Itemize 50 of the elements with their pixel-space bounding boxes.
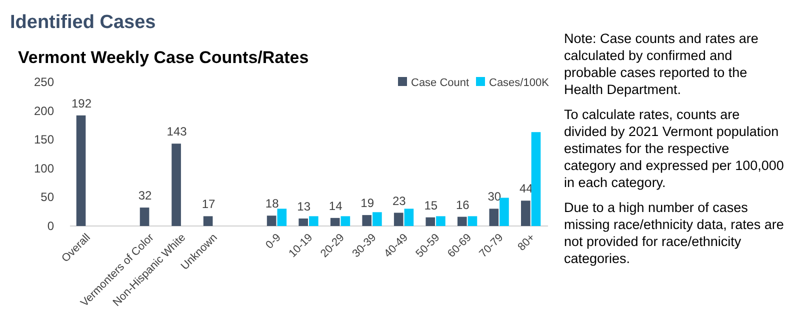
- bar: [500, 198, 509, 226]
- bar: [298, 218, 308, 226]
- text: Due to a high number of cases missing race/ethnicity data, rates are not provided for race/ethnicity categories.: [564, 199, 784, 267]
- text: To calculate rates, counts are divided by 2021 Vermont population estimates for the respective category and expressed per 100,000 in each category.: [564, 106, 784, 191]
- y-tick-label: 50: [40, 190, 54, 204]
- legend-label: Case Count: [411, 77, 470, 89]
- bar: [203, 216, 213, 226]
- bar: [457, 216, 467, 226]
- bar: [362, 215, 372, 226]
- bar: [531, 132, 541, 226]
- data-label: 19: [360, 196, 374, 210]
- data-label: 15: [424, 198, 438, 212]
- y-tick-label: 250: [34, 75, 54, 89]
- data-label: 13: [297, 200, 311, 214]
- chart-title: Identified Cases: [10, 12, 156, 33]
- bar: [266, 216, 276, 226]
- bar: [372, 212, 382, 226]
- x-tick-label: 80+: [516, 232, 538, 254]
- text: Note: Case counts and rates are calculated by confirmed and probable cases reported to the Health Department.: [564, 30, 760, 98]
- data-label: 18: [265, 196, 280, 211]
- bar: [330, 218, 340, 226]
- data-label: 30: [488, 190, 502, 204]
- data-label: 14: [328, 198, 343, 213]
- data-label: 44: [519, 182, 534, 196]
- bar: [172, 144, 181, 226]
- y-tick-label: 200: [34, 104, 54, 118]
- bar: [277, 208, 287, 226]
- data-label: 17: [202, 197, 216, 212]
- bar: [404, 208, 414, 226]
- data-label: 192: [72, 96, 92, 110]
- data-label: 143: [166, 124, 188, 139]
- y-tick-label: 0: [47, 219, 54, 233]
- y-tick-label: 150: [34, 132, 54, 147]
- chart-subtitle: Vermont Weekly Case Counts/Rates: [18, 48, 309, 67]
- data-label: 16: [456, 198, 470, 212]
- bar: [426, 217, 436, 226]
- bar: [468, 216, 478, 226]
- data-label: 32: [138, 188, 152, 203]
- bar: [489, 208, 499, 226]
- bar: [340, 216, 350, 226]
- bar: [436, 216, 446, 226]
- bar: [309, 216, 318, 226]
- legend-label: Cases/100K: [489, 77, 550, 89]
- bar: [521, 200, 530, 226]
- x-tick-label: 0-9: [264, 232, 284, 252]
- bar: [394, 212, 404, 226]
- bar: [76, 115, 86, 226]
- y-tick-label: 100: [34, 161, 54, 176]
- data-label: 23: [392, 194, 406, 208]
- bar: [140, 208, 150, 226]
